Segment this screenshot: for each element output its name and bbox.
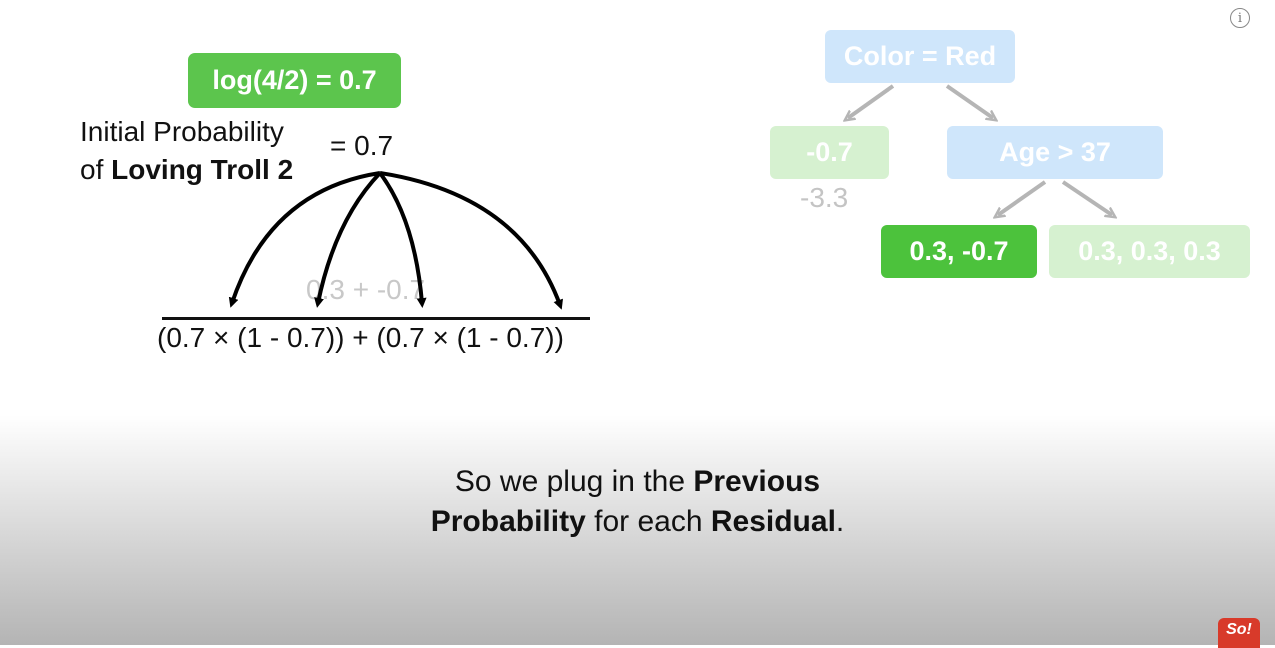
fraction-bar [162, 317, 590, 320]
channel-logo[interactable]: So! [1218, 618, 1260, 648]
caption-line-2: Probability for each Residual. [430, 505, 845, 538]
tree-highlighted-leaf: 0.3, -0.7 [881, 225, 1037, 278]
fraction-denominator: (0.7 × (1 - 0.7)) + (0.7 × (1 - 0.7)) [157, 322, 564, 353]
fraction-numerator: 0.3 + -0.7 [306, 274, 426, 305]
tree-right-leaf: 0.3, 0.3, 0.3 [1049, 225, 1250, 278]
arrow-to-numerator-left [314, 171, 382, 308]
subtitle-caption: So we plug in the Previous Probability f… [0, 462, 1275, 542]
tree-arrow-age-right [1061, 180, 1112, 215]
tree-root-node: Color = Red [825, 30, 1015, 83]
tree-left-leaf: -0.7 [770, 126, 889, 179]
log-odds-box: log(4/2) = 0.7 [188, 53, 401, 108]
log-odds-text: log(4/2) = 0.7 [212, 65, 377, 95]
tree-arrow-age-left [998, 180, 1047, 215]
left-leaf-output-value: -3.3 [800, 182, 849, 213]
label-line-2: of Loving Troll 2 [80, 154, 294, 185]
arrow-to-denominator-right [379, 171, 563, 310]
info-circle-icon: i [1237, 11, 1243, 26]
label-bold-text: Loving Troll 2 [111, 154, 294, 185]
label-line-1: Initial Probability [80, 116, 284, 147]
arrow-to-denominator-left [228, 171, 381, 308]
info-button[interactable]: i [1230, 8, 1250, 28]
initial-probability-value: = 0.7 [330, 130, 394, 161]
tree-arrow-root-right [945, 84, 993, 118]
caption-line-1: So we plug in the Previous [454, 465, 821, 498]
tree-arrow-root-left [848, 84, 895, 118]
tree-age-node: Age > 37 [947, 126, 1163, 179]
initial-probability-label: Initial Probability of Loving Troll 2 [80, 113, 293, 189]
arrow-to-numerator-right [378, 171, 427, 308]
